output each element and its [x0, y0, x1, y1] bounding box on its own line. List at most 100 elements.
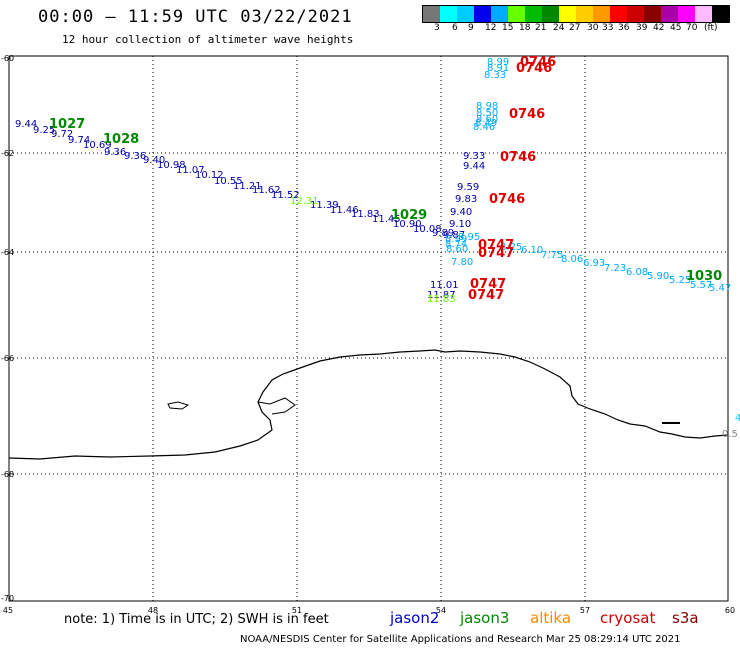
- wave-height-reading: 9.10: [449, 219, 471, 230]
- legend-swatch: [474, 6, 491, 22]
- wave-height-reading: 8.50: [476, 108, 498, 119]
- wave-height-reading: 8.74: [445, 239, 467, 250]
- wave-height-reading: 11.52: [271, 190, 300, 201]
- legend-swatch: [542, 6, 559, 22]
- wave-height-reading: 9.87: [443, 230, 465, 241]
- pass-time-label: 0746: [516, 61, 552, 76]
- wave-height-reading: 8.99: [487, 57, 509, 68]
- wave-height-reading: 11.45: [372, 214, 401, 225]
- pass-time-label: 1030: [686, 269, 722, 284]
- wave-height-reading: 11.39: [310, 200, 339, 211]
- legend-swatch: [576, 6, 593, 22]
- legend-label: 33: [602, 23, 614, 33]
- wave-height-reading: 7.80: [451, 257, 473, 268]
- wave-height-reading: 10.90: [393, 219, 422, 230]
- legend-label: 27: [569, 23, 581, 33]
- map-subtitle: 12 hour collection of altimeter wave hei…: [62, 33, 354, 46]
- longitude-label: 48: [148, 606, 158, 615]
- legend-label: 45: [670, 23, 682, 33]
- latitude-label: -68: [1, 470, 14, 479]
- antarctic-coastline: [8, 349, 729, 460]
- wave-height-reading: 8.91: [487, 63, 509, 74]
- legend-swatch: [525, 6, 542, 22]
- legend-label: 18: [519, 23, 531, 33]
- wave-height-reading: 11.01: [430, 280, 459, 291]
- legend-label: 15: [502, 23, 514, 33]
- latitude-label: -66: [1, 354, 14, 363]
- wave-height-reading: 9.33: [463, 151, 485, 162]
- pass-time-label: 1027: [49, 117, 85, 132]
- legend-label: 42: [653, 23, 665, 33]
- wave-height-reading: 6.10: [521, 245, 543, 256]
- satellite-legend-item: altika: [530, 609, 572, 627]
- map-frame: [8, 55, 729, 602]
- latitude-label: -64: [1, 248, 14, 257]
- longitude-label: 57: [580, 606, 590, 615]
- wave-height-reading: 8.33: [484, 70, 506, 81]
- wave-height-reading: 9.83: [455, 194, 477, 205]
- pass-time-label: 0746: [509, 107, 545, 122]
- satellite-legend-item: cryosat: [600, 609, 656, 627]
- wave-height-reading: 9.36: [104, 147, 126, 158]
- wave-height-reading: 10.98: [157, 160, 186, 171]
- legend-label: (ft): [704, 23, 718, 33]
- legend-label: 39: [636, 23, 648, 33]
- wave-height-reading: 5.57: [690, 280, 712, 291]
- wave-height-reading: 4: [735, 413, 740, 424]
- pass-time-label: 0747: [468, 288, 504, 303]
- wave-height-reading: 7.75: [541, 250, 563, 261]
- legend-swatch: [712, 6, 729, 22]
- wave-height-reading: 9.44: [15, 119, 37, 130]
- wave-height-reading: 6.93: [583, 258, 605, 269]
- wave-height-reading: 9.40: [143, 155, 165, 166]
- pass-time-label: 1029: [391, 208, 427, 223]
- pass-time-label: 0747: [478, 238, 514, 253]
- satellite-legend-item: jason3: [460, 609, 510, 627]
- legend-label: 3: [434, 23, 440, 33]
- wave-height-reading: 8.06: [561, 254, 583, 265]
- wave-height-reading: 5.90: [647, 271, 669, 282]
- wave-height-reading: 9.40: [450, 207, 472, 218]
- wave-height-reading: 7.23: [604, 263, 626, 274]
- pass-time-label: 1028: [103, 132, 139, 147]
- satellite-legend-item: jason2: [390, 609, 440, 627]
- legend-swatch: [440, 6, 457, 22]
- legend-swatch: [695, 6, 712, 22]
- wave-height-reading: 8.49: [475, 118, 497, 129]
- wave-height-reading: 11.46: [330, 205, 359, 216]
- legend-swatch: [678, 6, 695, 22]
- wave-height-reading: 11.83: [351, 209, 380, 220]
- wave-height-reading: 10.12: [195, 170, 224, 181]
- pass-time-labels: 1027102810291030074607460746074607460747…: [49, 55, 722, 303]
- units-note: note: 1) Time is in UTC; 2) SWH is in fe…: [64, 612, 329, 627]
- longitude-label: 60: [725, 606, 735, 615]
- legend-label: 36: [618, 23, 630, 33]
- wave-height-reading: 9.72: [51, 129, 73, 140]
- wave-height-reading: 8.60: [446, 244, 468, 255]
- wave-height-reading: 9.44: [463, 161, 485, 172]
- legend-label: 12: [485, 23, 497, 33]
- wave-height-reading: 9.36: [124, 151, 146, 162]
- wave-height-reading: 11.83: [427, 294, 456, 305]
- wave-height-reading: 11.62: [252, 185, 281, 196]
- latitude-label: -70: [1, 594, 14, 603]
- legend-label: 24: [553, 23, 565, 33]
- wave-height-readings: 9.449.259.729.7410.699.369.369.4010.9811…: [15, 57, 740, 440]
- wave-height-reading: 8.46: [473, 122, 495, 133]
- pass-time-label: 0747: [470, 277, 506, 292]
- wave-height-reading: 10.69: [83, 140, 112, 151]
- wave-height-reading: 9.74: [68, 135, 90, 146]
- wave-height-reading: 10.08: [413, 224, 442, 235]
- legend-swatch: [559, 6, 576, 22]
- coast-island: [167, 401, 190, 410]
- wave-height-reading: 5.47: [709, 283, 731, 294]
- legend-swatch: [423, 6, 440, 22]
- wave-height-reading: 8.95: [458, 232, 480, 243]
- latitude-labels: -60 -62 -64 -66 -68 -70: [1, 54, 14, 603]
- legend-label: 6: [452, 23, 458, 33]
- legend-swatch: [508, 6, 525, 22]
- longitude-labels: 45 48 51 54 57 60: [3, 606, 735, 615]
- satellite-legend-item: s3a: [672, 609, 699, 627]
